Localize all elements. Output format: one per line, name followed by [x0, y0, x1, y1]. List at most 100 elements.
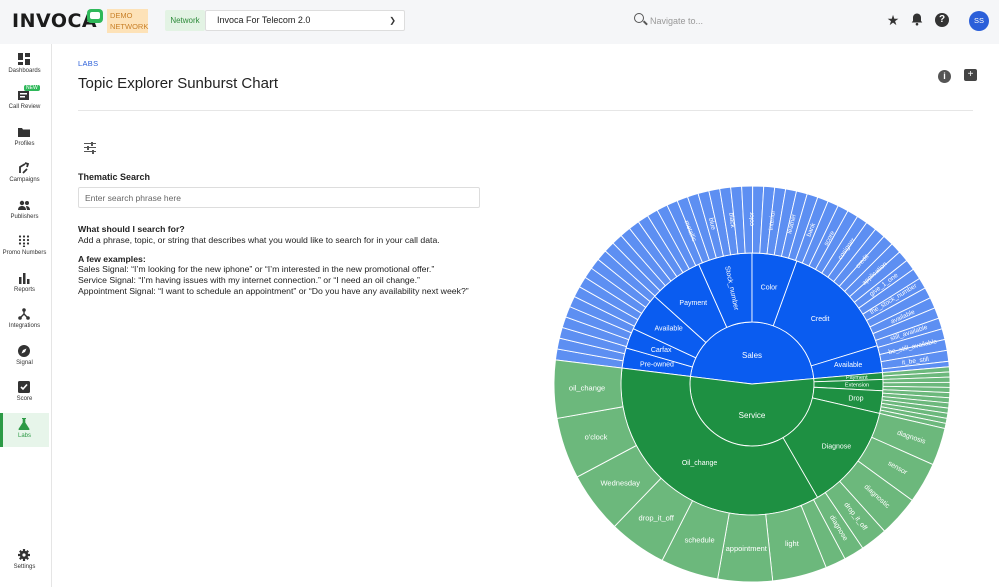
- sunburst-segment-label: Credit: [811, 316, 830, 323]
- sunburst-leaf-label: oil_change: [569, 383, 605, 392]
- sidebar-item-label: Promo Numbers: [2, 250, 47, 256]
- help-heading: What should I search for?: [78, 224, 185, 234]
- sidebar-item-score[interactable]: Score: [0, 376, 49, 410]
- network-select-value: Invoca For Telecom 2.0: [217, 15, 311, 25]
- sunburst-leaf-label: leather: [786, 213, 798, 235]
- sunburst-leaf-label: color: [749, 211, 756, 226]
- flask-icon: [18, 418, 30, 430]
- sunburst-segment-label: Oil_change: [682, 460, 718, 467]
- sunburst-leaf-label: light: [785, 539, 800, 548]
- top-bar: INVOCA DEMO NETWORK Network Invoca For T…: [0, 0, 999, 44]
- sidebar-item-labs[interactable]: Labs: [0, 413, 49, 447]
- search-icon: [634, 13, 644, 23]
- sunburst-segment-label: Available: [834, 362, 862, 369]
- sidebar-item-label: Campaigns: [9, 177, 40, 183]
- bell-icon[interactable]: [909, 12, 925, 28]
- sidebar-item-call-review[interactable]: NEW Call Review: [0, 84, 49, 118]
- sunburst-leaf-label: black: [727, 212, 736, 229]
- folder-icon: [18, 128, 30, 137]
- feedback-icon[interactable]: +: [964, 69, 977, 81]
- info-icon[interactable]: i: [938, 70, 951, 83]
- demo-network-badge: DEMO NETWORK: [107, 9, 148, 33]
- sunburst-segment-label: Pre-owned: [640, 362, 674, 369]
- sidebar-item-reports[interactable]: Reports: [0, 267, 49, 301]
- sidebar-item-publishers[interactable]: Publishers: [0, 194, 49, 228]
- network-icon: [18, 308, 30, 320]
- sidebar-item-label: Settings: [13, 564, 36, 570]
- invoca-logo[interactable]: INVOCA: [12, 10, 98, 32]
- example-appointment: Appointment Signal: “I want to schedule …: [78, 285, 469, 296]
- example-sales: Sales Signal: “I’m looking for the new i…: [78, 264, 435, 275]
- sidebar-item-label: Integrations: [8, 323, 41, 329]
- sidebar-item-label: Signal: [16, 360, 33, 366]
- sunburst-label-sales: Sales: [742, 351, 762, 360]
- chevron-down-icon: ❯: [389, 16, 396, 25]
- sidebar-item-label: Score: [16, 396, 33, 402]
- sunburst-leaf-label: bank: [806, 222, 818, 238]
- help-icon[interactable]: ?: [935, 13, 949, 27]
- gear-icon: [18, 549, 30, 561]
- sunburst-segment-label: Payment: [846, 375, 868, 381]
- main-content: LABS Topic Explorer Sunburst Chart i + T…: [52, 44, 999, 587]
- grid-icon: [18, 53, 30, 65]
- network-select[interactable]: Invoca For Telecom 2.0 ❯: [205, 10, 405, 31]
- sunburst-chart[interactable]: Sales Service Credit Available Pre-owned Carf…: [552, 184, 952, 584]
- sunburst-segment-label: Diagnose: [822, 443, 852, 450]
- sunburst-service-leaf[interactable]: [553, 359, 624, 419]
- call-review-icon: [18, 91, 29, 100]
- compass-icon: [18, 345, 30, 357]
- help-text: Add a phrase, topic, or string that desc…: [78, 234, 440, 245]
- star-icon[interactable]: ★: [886, 12, 900, 28]
- sunburst-leaf-label: blue: [707, 217, 717, 231]
- sunburst-segment-label: Available: [654, 326, 682, 333]
- sidebar-item-label: Profiles: [14, 141, 35, 147]
- sunburst-label-service: Service: [739, 411, 766, 420]
- sidebar-item-signal[interactable]: Signal: [0, 340, 49, 374]
- checkbox-icon: [18, 381, 30, 393]
- sunburst-segment-label: Payment: [679, 300, 707, 307]
- route-icon: [19, 162, 30, 174]
- chat-bubble-logo-icon: [87, 9, 103, 23]
- sunburst-leaf-label: Wednesday: [600, 478, 640, 487]
- sidebar-item-profiles[interactable]: Profiles: [0, 121, 49, 155]
- network-label: Network: [165, 10, 205, 31]
- sunburst-segment-label: Drop: [848, 395, 863, 402]
- header-divider: [78, 110, 973, 111]
- sunburst-segment-label: Color: [761, 284, 778, 291]
- examples-heading: A few examples:: [78, 253, 146, 264]
- sidebar-item-label: Dashboards: [8, 68, 41, 74]
- keypad-icon: [18, 235, 30, 247]
- badge-line-1: DEMO: [110, 11, 133, 20]
- sidebar-item-label: Publishers: [10, 214, 39, 220]
- sidebar-item-integrations[interactable]: Integrations: [0, 303, 49, 337]
- page-title: Topic Explorer Sunburst Chart: [78, 75, 279, 92]
- sunburst-segment-label: Carfax: [651, 347, 672, 354]
- new-badge: NEW: [24, 85, 40, 91]
- left-sidebar: Dashboards NEW Call Review Profiles Camp…: [0, 44, 52, 587]
- badge-line-2: NETWORK: [110, 22, 149, 31]
- navigate-search-placeholder: Navigate to...: [650, 16, 704, 26]
- sunburst-leaf-label: schedule: [685, 535, 715, 544]
- navigate-search[interactable]: Navigate to...: [634, 12, 764, 30]
- thematic-search-input[interactable]: [78, 187, 480, 208]
- sidebar-item-campaigns[interactable]: Campaigns: [0, 157, 49, 191]
- sidebar-item-promo-numbers[interactable]: Promo Numbers: [0, 230, 49, 264]
- sunburst-leaf-label: it_be_still: [902, 356, 930, 367]
- thematic-search-label: Thematic Search: [78, 172, 151, 182]
- sidebar-item-dashboards[interactable]: Dashboards: [0, 48, 49, 82]
- sunburst-segment-label: Extension: [845, 382, 869, 388]
- example-service: Service Signal: “I’m having issues with …: [78, 275, 420, 286]
- filter-settings-icon[interactable]: [84, 142, 96, 154]
- user-avatar[interactable]: SS: [969, 11, 989, 31]
- people-icon: [18, 200, 30, 210]
- sidebar-item-label: Labs: [17, 433, 31, 439]
- sunburst-leaf-label: interior: [768, 209, 777, 230]
- breadcrumb[interactable]: LABS: [78, 59, 99, 68]
- sunburst-leaf-label: drop_it_off: [639, 513, 675, 522]
- sunburst-leaf-label: appointment: [726, 544, 768, 553]
- sunburst-leaf-label: o'clock: [585, 433, 608, 442]
- sidebar-item-settings[interactable]: Settings: [0, 544, 49, 578]
- sidebar-item-label: Reports: [13, 287, 35, 293]
- bar-chart-icon: [19, 273, 30, 284]
- sidebar-item-label: Call Review: [8, 104, 41, 110]
